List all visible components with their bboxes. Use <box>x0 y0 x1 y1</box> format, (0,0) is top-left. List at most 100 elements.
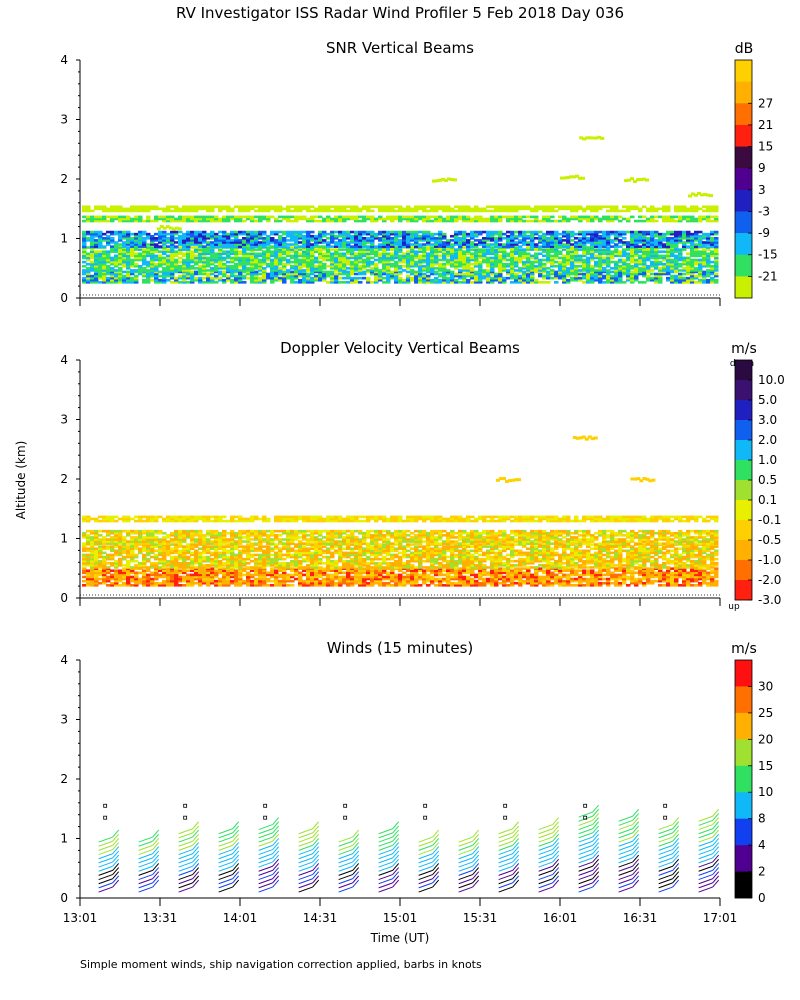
colorbar-swatch <box>735 420 752 441</box>
wind-barb-flag <box>552 821 560 830</box>
y-tick-label: 4 <box>60 53 68 67</box>
wind-barb <box>658 857 673 864</box>
colorbar-tick-label: 27 <box>758 96 773 110</box>
wind-barb <box>498 853 513 860</box>
colorbar-swatch <box>735 400 752 421</box>
snr-panel-title: SNR Vertical Beams <box>326 39 474 57</box>
wind-barb <box>258 878 273 885</box>
wind-barb-flag <box>712 879 720 888</box>
wind-point <box>663 803 668 808</box>
wind-barb <box>258 836 273 843</box>
wind-barb-flag <box>432 858 440 867</box>
wind-barb-flag <box>632 858 640 867</box>
wind-barb <box>218 878 233 885</box>
wind-barb-flag <box>552 863 560 871</box>
wind-barb <box>178 844 193 851</box>
wind-barb <box>378 882 393 889</box>
wind-barb-flag <box>712 858 720 867</box>
wind-barb-flag <box>312 863 320 871</box>
wind-barb <box>98 861 113 868</box>
wind-barb-flag <box>632 825 640 834</box>
wind-barb <box>338 844 353 851</box>
y-tick-label: 4 <box>60 353 68 367</box>
wind-barb-flag <box>232 867 240 875</box>
wind-barb-flag <box>392 821 400 830</box>
wind-barb <box>658 836 673 843</box>
wind-barb-flag <box>272 863 280 871</box>
x-tick-label: 16:31 <box>623 911 658 925</box>
colorbar-tick-label: 5.0 <box>758 393 777 407</box>
wind-barb <box>538 840 553 847</box>
wind-barb <box>138 836 153 843</box>
y-tick-label: 0 <box>60 591 68 605</box>
wind-barb-flag <box>512 854 520 863</box>
colorbar-swatch <box>735 254 752 277</box>
x-tick-label: 15:31 <box>463 911 498 925</box>
wind-barb-flag <box>592 858 600 867</box>
wind-barb <box>658 849 673 856</box>
wind-barb <box>378 861 393 868</box>
wind-barb <box>538 857 553 864</box>
wind-barb <box>178 840 193 847</box>
colorbar-tick-label: 0.1 <box>758 493 777 507</box>
wind-barb-flag <box>552 829 560 838</box>
wind-barb-flag <box>632 842 640 850</box>
wind-barb <box>218 857 233 864</box>
wind-barb-flag <box>672 821 680 830</box>
wind-barb <box>538 824 553 831</box>
wind-barb-flag <box>672 858 680 867</box>
wind-barb-flag <box>232 829 240 838</box>
colorbar-tick-label: 0.5 <box>758 473 777 487</box>
wind-barb-flag <box>152 846 160 855</box>
colorbar-tick-label: -21 <box>758 269 778 283</box>
wind-barb <box>618 874 633 881</box>
wind-barb <box>218 865 233 872</box>
wind-barb-flag <box>112 838 120 846</box>
wind-barb <box>178 878 193 885</box>
colorbar-tick-label: 10 <box>758 785 773 799</box>
wind-barb-flag <box>352 833 360 842</box>
wind-point <box>343 803 348 808</box>
wind-barb-flag <box>152 850 160 859</box>
wind-barb <box>458 844 473 851</box>
wind-barb-flag <box>712 871 720 880</box>
wind-barb <box>538 828 553 835</box>
wind-barb-flag <box>512 846 520 855</box>
wind-barb <box>698 832 713 839</box>
wind-barb <box>618 824 633 831</box>
wind-barb <box>458 857 473 864</box>
wind-barb <box>258 832 273 839</box>
wind-barb-flag <box>312 842 320 850</box>
wind-barb-flag <box>512 871 520 880</box>
wind-barb-flag <box>712 854 720 863</box>
wind-barb <box>138 853 153 860</box>
wind-barb <box>498 869 513 876</box>
wind-barb-flag <box>352 850 360 859</box>
wind-barb <box>338 836 353 843</box>
wind-barb <box>138 865 153 872</box>
winds-colorbar-unit: m/s <box>731 641 757 657</box>
colorbar-swatch <box>735 103 752 126</box>
wind-barb <box>578 811 593 818</box>
colorbar-swatch <box>735 845 752 872</box>
wind-barb-flag <box>512 821 520 830</box>
x-tick-label: 13:01 <box>63 911 98 925</box>
wind-barb <box>618 836 633 843</box>
wind-barb <box>298 861 313 868</box>
wind-barb-flag <box>112 871 120 880</box>
wind-barb-flag <box>272 842 280 850</box>
wind-barb <box>98 886 113 893</box>
wind-barb-flag <box>112 867 120 875</box>
colorbar-swatch <box>735 792 752 819</box>
wind-barb-flag <box>392 833 400 842</box>
wind-barb <box>578 886 593 893</box>
wind-barb <box>538 832 553 839</box>
wind-barb <box>538 886 553 893</box>
wind-barb-flag <box>672 833 680 842</box>
wind-barb <box>618 861 633 868</box>
wind-barb-flag <box>712 846 720 855</box>
wind-barb-flag <box>152 875 160 884</box>
wind-barb-flag <box>672 867 680 875</box>
wind-barb <box>218 853 233 860</box>
wind-barb <box>298 882 313 889</box>
